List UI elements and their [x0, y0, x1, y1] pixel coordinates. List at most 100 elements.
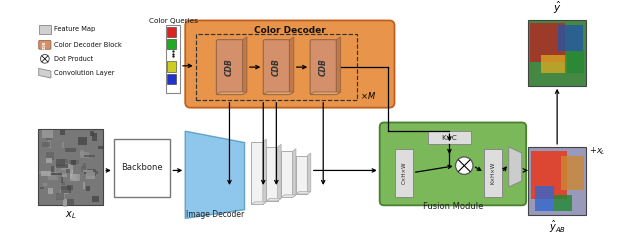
FancyBboxPatch shape: [263, 40, 289, 95]
FancyBboxPatch shape: [83, 182, 86, 189]
FancyBboxPatch shape: [61, 186, 71, 193]
FancyBboxPatch shape: [42, 130, 53, 138]
FancyBboxPatch shape: [67, 199, 74, 205]
FancyBboxPatch shape: [266, 147, 278, 201]
FancyBboxPatch shape: [84, 156, 95, 157]
Polygon shape: [185, 131, 244, 218]
Polygon shape: [39, 68, 51, 78]
Circle shape: [40, 55, 49, 63]
Text: Fusion Module: Fusion Module: [423, 202, 483, 211]
FancyBboxPatch shape: [167, 27, 176, 37]
FancyBboxPatch shape: [78, 137, 86, 145]
Text: Backbone: Backbone: [121, 163, 163, 172]
FancyBboxPatch shape: [559, 25, 583, 51]
Text: Image Decoder: Image Decoder: [186, 211, 244, 219]
FancyBboxPatch shape: [81, 166, 86, 172]
FancyBboxPatch shape: [83, 170, 93, 172]
FancyBboxPatch shape: [80, 150, 84, 155]
FancyBboxPatch shape: [252, 142, 263, 204]
FancyBboxPatch shape: [484, 149, 502, 197]
FancyBboxPatch shape: [83, 163, 86, 169]
Text: Color Decoder: Color Decoder: [254, 25, 326, 34]
FancyBboxPatch shape: [166, 25, 180, 93]
FancyBboxPatch shape: [62, 174, 67, 177]
FancyBboxPatch shape: [48, 188, 53, 194]
FancyBboxPatch shape: [60, 190, 69, 194]
FancyBboxPatch shape: [56, 193, 64, 200]
Polygon shape: [263, 92, 294, 95]
FancyBboxPatch shape: [72, 174, 79, 181]
Text: Dot Product: Dot Product: [54, 56, 93, 62]
Polygon shape: [289, 37, 294, 95]
FancyBboxPatch shape: [48, 140, 51, 148]
FancyBboxPatch shape: [67, 186, 72, 191]
Polygon shape: [281, 195, 296, 198]
FancyBboxPatch shape: [528, 21, 586, 86]
Text: Feature Map: Feature Map: [54, 26, 95, 32]
FancyBboxPatch shape: [86, 186, 90, 191]
FancyBboxPatch shape: [61, 177, 63, 183]
FancyBboxPatch shape: [296, 156, 307, 194]
FancyBboxPatch shape: [396, 149, 413, 197]
FancyBboxPatch shape: [535, 186, 554, 211]
FancyBboxPatch shape: [47, 172, 58, 181]
Polygon shape: [307, 153, 311, 194]
FancyBboxPatch shape: [38, 130, 103, 205]
FancyBboxPatch shape: [90, 131, 95, 136]
Polygon shape: [292, 149, 296, 198]
Polygon shape: [263, 139, 266, 204]
Text: CDB: CDB: [319, 58, 328, 76]
FancyBboxPatch shape: [61, 168, 68, 170]
FancyBboxPatch shape: [564, 51, 584, 73]
FancyBboxPatch shape: [42, 171, 51, 176]
Text: CDB: CDB: [225, 58, 234, 76]
FancyBboxPatch shape: [69, 160, 79, 164]
FancyBboxPatch shape: [51, 166, 54, 174]
FancyBboxPatch shape: [91, 171, 98, 174]
FancyBboxPatch shape: [62, 181, 65, 185]
FancyBboxPatch shape: [56, 164, 65, 173]
FancyBboxPatch shape: [56, 164, 68, 168]
FancyBboxPatch shape: [39, 41, 51, 49]
FancyBboxPatch shape: [68, 164, 73, 173]
FancyBboxPatch shape: [56, 194, 65, 199]
Polygon shape: [336, 37, 340, 95]
FancyBboxPatch shape: [428, 131, 471, 144]
FancyBboxPatch shape: [56, 174, 58, 179]
FancyBboxPatch shape: [86, 172, 95, 179]
Text: Convolution Layer: Convolution Layer: [54, 70, 115, 76]
FancyBboxPatch shape: [46, 138, 52, 140]
FancyBboxPatch shape: [185, 21, 394, 108]
FancyBboxPatch shape: [561, 156, 584, 190]
FancyBboxPatch shape: [71, 160, 76, 165]
FancyBboxPatch shape: [216, 40, 243, 95]
FancyBboxPatch shape: [80, 152, 89, 158]
FancyBboxPatch shape: [281, 151, 292, 198]
Polygon shape: [243, 37, 247, 95]
FancyBboxPatch shape: [46, 158, 52, 163]
FancyBboxPatch shape: [380, 122, 526, 205]
FancyBboxPatch shape: [531, 151, 567, 199]
FancyBboxPatch shape: [67, 185, 74, 190]
FancyBboxPatch shape: [70, 174, 75, 179]
FancyBboxPatch shape: [63, 199, 67, 207]
FancyBboxPatch shape: [60, 130, 65, 135]
Text: $x_L$: $x_L$: [65, 210, 76, 221]
Text: Color Queries: Color Queries: [148, 18, 198, 24]
FancyBboxPatch shape: [92, 196, 99, 202]
Text: CDB: CDB: [43, 40, 47, 50]
FancyBboxPatch shape: [65, 148, 76, 152]
FancyBboxPatch shape: [66, 169, 72, 173]
FancyBboxPatch shape: [98, 146, 103, 149]
FancyBboxPatch shape: [167, 39, 176, 49]
FancyBboxPatch shape: [56, 166, 67, 175]
Circle shape: [456, 157, 473, 174]
Polygon shape: [509, 147, 522, 187]
FancyBboxPatch shape: [87, 169, 96, 176]
Text: K×H×W: K×H×W: [490, 161, 495, 184]
FancyBboxPatch shape: [56, 159, 65, 167]
Polygon shape: [296, 191, 311, 194]
Text: Color Decoder Block: Color Decoder Block: [54, 42, 122, 48]
Text: K×C: K×C: [442, 135, 458, 141]
FancyBboxPatch shape: [554, 195, 572, 211]
